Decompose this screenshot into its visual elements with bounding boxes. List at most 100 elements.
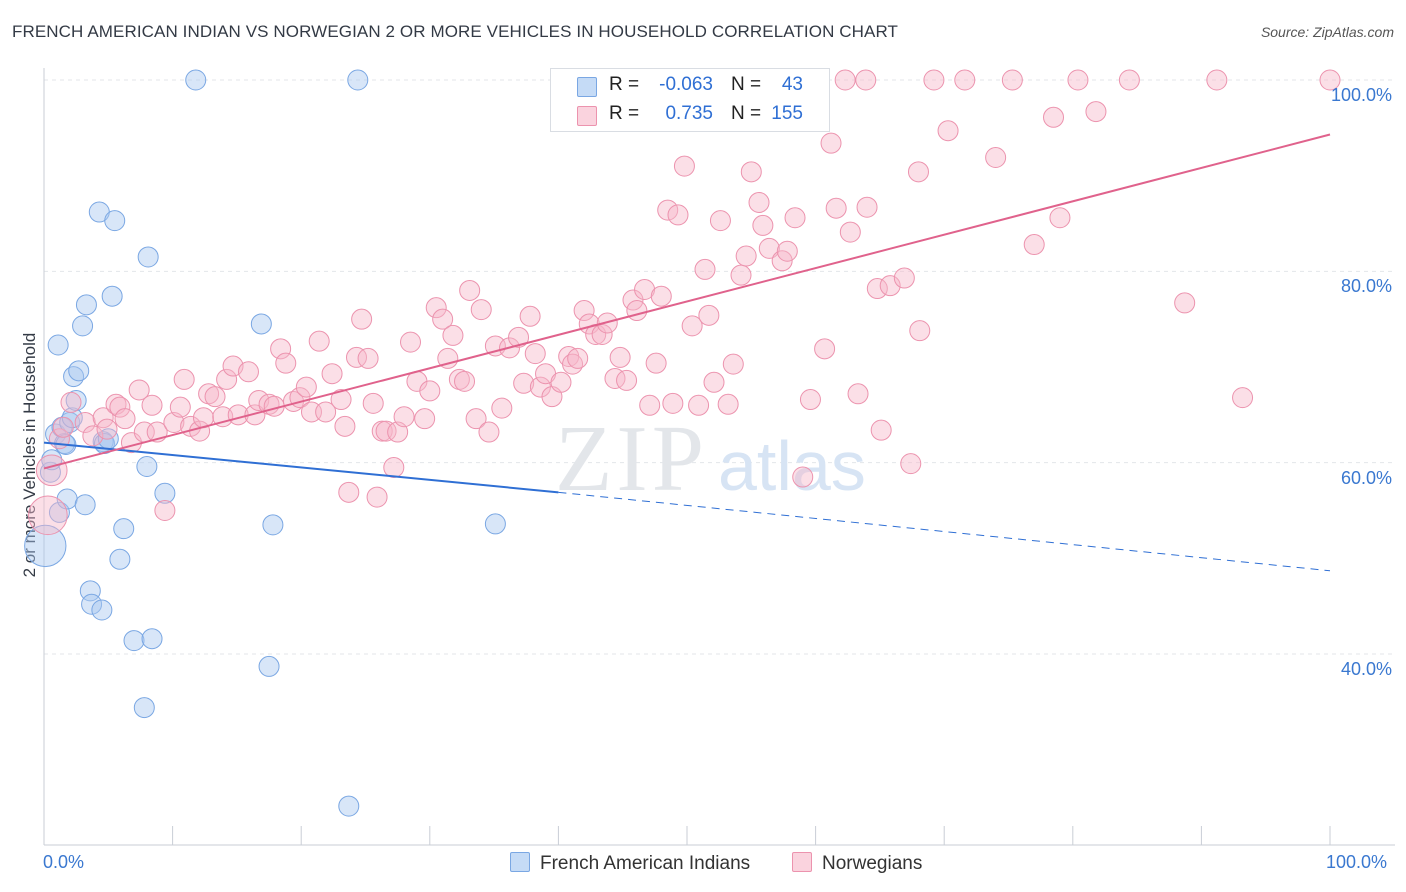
data-point-norwegians: [173, 368, 195, 390]
data-point-french-american-indians: [75, 294, 97, 316]
data-point-norwegians: [907, 161, 929, 183]
data-point-norwegians: [667, 204, 689, 226]
legend-label: French American Indians: [540, 853, 751, 874]
data-point-norwegians: [909, 320, 931, 342]
legend-n-label: N =: [731, 103, 762, 124]
data-point-norwegians: [1118, 69, 1140, 91]
stats-legend: R = -0.063 N = 43 R = 0.735 N = 155: [550, 68, 830, 132]
data-point-norwegians: [688, 394, 710, 416]
data-point-norwegians: [634, 279, 656, 301]
data-point-norwegians: [1085, 101, 1107, 123]
y-tick-label: 80.0%: [1340, 276, 1392, 297]
data-point-norwegians: [657, 199, 679, 221]
data-point-norwegians: [550, 371, 572, 393]
data-point-french-american-indians: [123, 630, 145, 652]
data-point-norwegians: [237, 361, 259, 383]
data-point-norwegians: [893, 267, 915, 289]
data-point-norwegians: [28, 495, 68, 536]
data-point-norwegians: [154, 500, 176, 521]
data-point-norwegians: [1319, 69, 1341, 91]
legend-swatch-blue: [577, 77, 597, 97]
data-point-norwegians: [470, 299, 492, 321]
data-point-norwegians: [338, 481, 360, 503]
legend-r-value: -0.063: [659, 74, 713, 95]
data-point-norwegians: [425, 297, 447, 319]
legend-item-french-american-indians[interactable]: French American Indians: [510, 852, 750, 875]
legend-item-norwegians[interactable]: Norwegians: [792, 852, 922, 875]
data-point-french-american-indians: [338, 795, 360, 817]
data-point-norwegians: [109, 396, 131, 418]
data-point-norwegians: [567, 347, 589, 369]
data-point-norwegians: [900, 453, 922, 475]
data-point-norwegians: [866, 278, 888, 300]
data-point-norwegians: [454, 370, 476, 392]
data-point-norwegians: [1023, 234, 1045, 256]
data-point-norwegians: [694, 258, 716, 280]
data-point-french-american-indians: [48, 501, 70, 523]
data-point-norwegians: [879, 275, 901, 297]
trend-line-french-american-indians-projection: [558, 491, 1331, 572]
data-point-french-american-indians: [133, 697, 155, 719]
data-point-norwegians: [321, 363, 343, 385]
data-point-norwegians: [639, 394, 661, 416]
data-point-norwegians: [740, 161, 762, 183]
data-point-norwegians: [616, 369, 638, 391]
data-point-norwegians: [141, 394, 163, 416]
data-point-norwegians: [1001, 69, 1023, 91]
trend-line-norwegians: [43, 133, 1331, 470]
data-point-norwegians: [169, 396, 191, 418]
data-point-norwegians: [432, 308, 454, 330]
data-point-norwegians: [792, 466, 814, 488]
legend-swatch-pink: [577, 106, 597, 126]
data-point-french-american-indians: [262, 514, 284, 536]
data-point-norwegians: [362, 392, 384, 414]
data-point-norwegians: [92, 407, 114, 429]
data-point-norwegians: [308, 330, 330, 352]
data-point-norwegians: [681, 315, 703, 337]
legend-r-label: R =: [609, 103, 640, 124]
data-point-norwegians: [923, 69, 945, 91]
data-point-french-american-indians: [258, 655, 280, 677]
data-point-norwegians: [442, 324, 464, 346]
y-tick-label: 60.0%: [1340, 467, 1392, 488]
data-point-norwegians: [459, 279, 481, 301]
data-point-norwegians: [703, 371, 725, 393]
data-point-norwegians: [937, 120, 959, 142]
data-point-norwegians: [609, 346, 631, 368]
data-point-norwegians: [855, 69, 877, 91]
data-point-norwegians: [244, 404, 266, 426]
data-point-norwegians: [985, 146, 1007, 168]
data-point-norwegians: [1174, 292, 1196, 314]
data-point-norwegians: [673, 155, 695, 177]
trend-lines: [43, 133, 1331, 572]
data-point-french-american-indians: [185, 69, 207, 91]
data-point-french-american-indians: [72, 315, 94, 337]
data-point-norwegians: [330, 389, 352, 411]
data-point-french-american-indians: [101, 285, 123, 307]
data-point-norwegians: [270, 338, 292, 360]
data-point-norwegians: [820, 132, 842, 154]
data-point-french-american-indians: [136, 455, 158, 477]
source-credit[interactable]: Source: ZipAtlas.com: [1260, 24, 1394, 40]
data-point-norwegians: [96, 418, 118, 440]
data-point-norwegians: [1206, 69, 1228, 91]
data-point-norwegians: [74, 411, 96, 433]
data-point-french-american-indians: [137, 246, 159, 268]
data-point-norwegians: [748, 191, 770, 213]
data-point-norwegians: [82, 425, 104, 447]
data-point-norwegians: [524, 343, 546, 365]
data-point-norwegians: [35, 454, 68, 487]
data-point-norwegians: [717, 393, 739, 415]
data-point-norwegians: [645, 352, 667, 374]
data-point-norwegians: [698, 304, 720, 326]
data-point-french-american-indians: [109, 548, 131, 570]
data-point-norwegians: [508, 326, 530, 348]
data-point-norwegians: [626, 300, 648, 322]
data-point-norwegians: [212, 406, 234, 428]
series-legend: French American Indians Norwegians: [0, 852, 1406, 878]
data-point-norwegians: [771, 250, 793, 272]
legend-row-french-american-indians: R = -0.063 N = 43: [551, 71, 829, 101]
norwegians-points: [28, 68, 1341, 536]
data-point-norwegians: [825, 197, 847, 219]
